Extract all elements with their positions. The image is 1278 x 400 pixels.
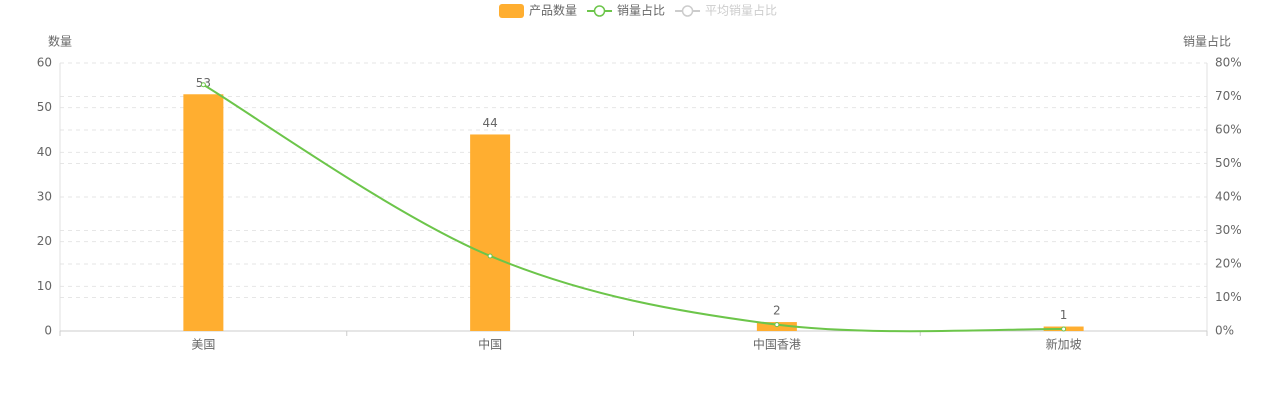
x-tick-label: 中国香港 bbox=[753, 337, 801, 352]
y2-tick-label: 0% bbox=[1215, 324, 1234, 338]
y-tick-label: 60 bbox=[37, 56, 52, 70]
y2-tick-label: 30% bbox=[1215, 223, 1242, 237]
line-point bbox=[487, 253, 493, 259]
y2-axis-name: 销量占比 bbox=[1183, 34, 1231, 49]
y-tick-label: 0 bbox=[44, 324, 52, 338]
x-tick-label: 新加坡 bbox=[1046, 337, 1082, 352]
x-tick-label: 美国 bbox=[191, 338, 215, 352]
y-tick-label: 50 bbox=[37, 100, 52, 114]
bar bbox=[470, 134, 511, 331]
legend-label[interactable]: 销量占比 bbox=[617, 3, 665, 18]
line bbox=[202, 83, 1064, 333]
y2-tick-label: 40% bbox=[1215, 190, 1242, 204]
y2-tick-label: 80% bbox=[1215, 56, 1242, 70]
legend-label[interactable]: 产品数量 bbox=[529, 3, 577, 18]
y-tick-label: 40 bbox=[37, 145, 52, 159]
y2-tick-label: 20% bbox=[1215, 257, 1242, 271]
line-point bbox=[774, 322, 780, 328]
data-label: 1 bbox=[1060, 308, 1068, 322]
x-tick-label: 中国 bbox=[478, 337, 502, 352]
y2-tick-label: 70% bbox=[1215, 89, 1242, 103]
legend-swatch[interactable] bbox=[499, 4, 524, 18]
bar bbox=[183, 94, 224, 332]
y2-tick-label: 60% bbox=[1215, 123, 1242, 137]
y-axis-name: 数量 bbox=[48, 34, 72, 49]
legend-swatch[interactable] bbox=[593, 5, 606, 17]
y2-tick-label: 10% bbox=[1215, 290, 1242, 304]
y2-tick-label: 50% bbox=[1215, 156, 1242, 170]
y-tick-label: 20 bbox=[37, 234, 52, 248]
data-label: 2 bbox=[773, 304, 781, 318]
data-label: 44 bbox=[482, 116, 497, 130]
y-tick-label: 30 bbox=[37, 190, 52, 204]
legend-swatch[interactable] bbox=[681, 5, 694, 17]
legend-label[interactable]: 平均销量占比 bbox=[705, 3, 777, 18]
line-point bbox=[200, 82, 206, 88]
line-point bbox=[1061, 326, 1067, 332]
y-tick-label: 10 bbox=[37, 279, 52, 293]
